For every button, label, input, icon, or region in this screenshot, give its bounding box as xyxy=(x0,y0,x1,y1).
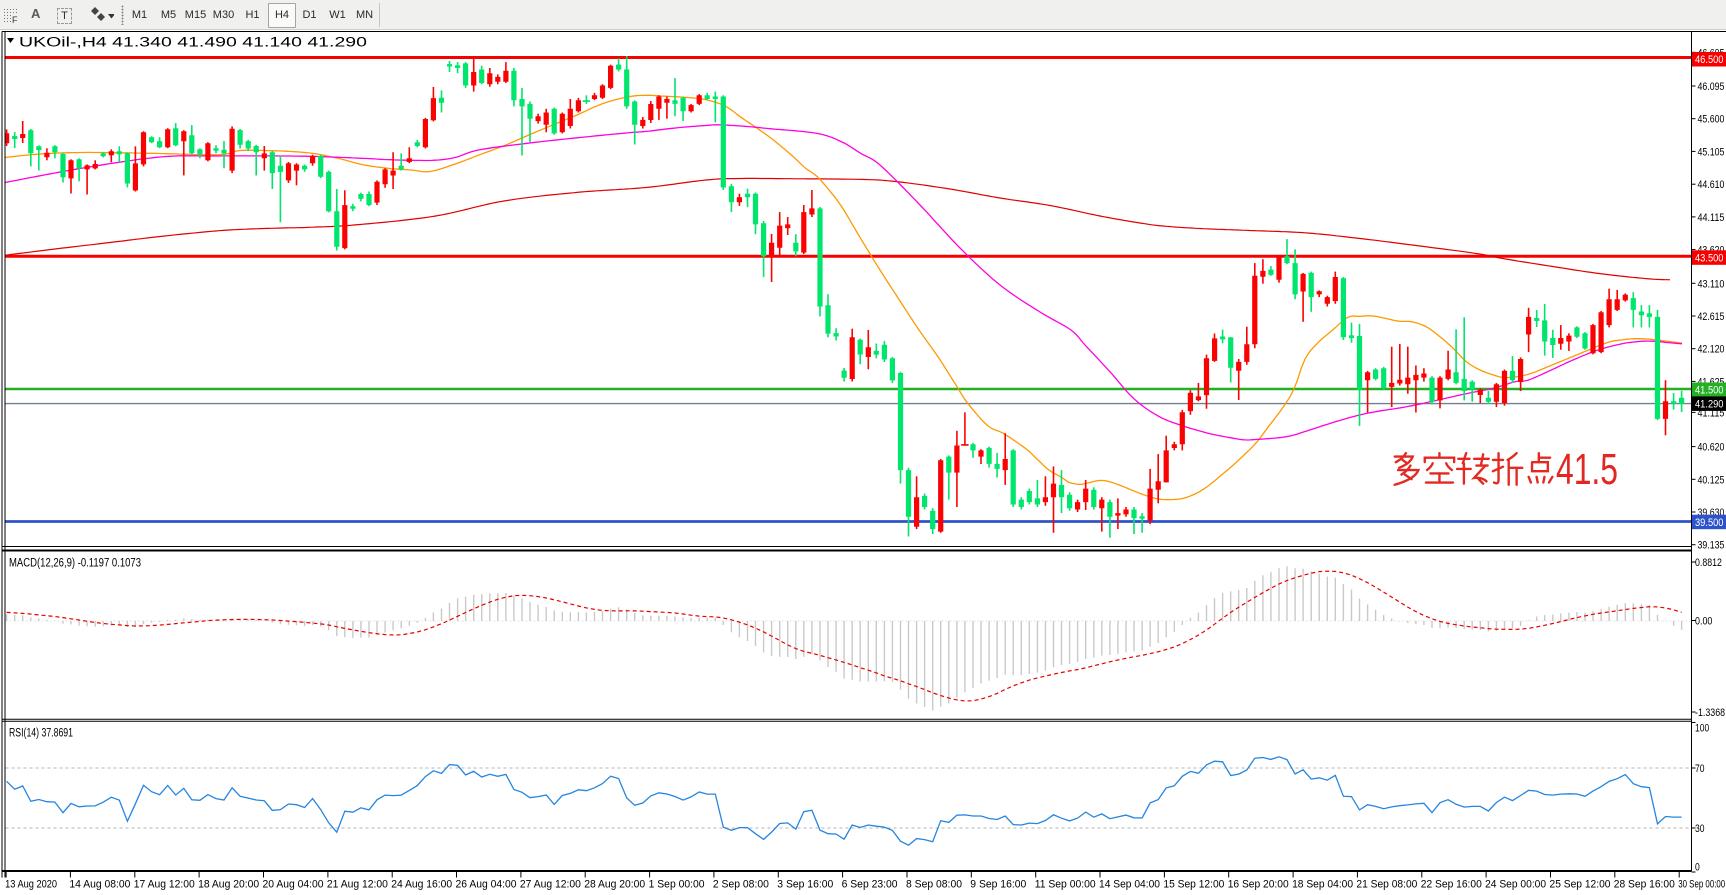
svg-text:14 Sep 04:00: 14 Sep 04:00 xyxy=(1099,879,1160,891)
svg-text:UKOil-,H4 41.340 41.490 41.14: UKOil-,H4 41.340 41.490 41.140 41.290 xyxy=(19,35,367,50)
svg-text:45.600: 45.600 xyxy=(1698,114,1725,126)
svg-text:16 Sep 20:00: 16 Sep 20:00 xyxy=(1228,879,1289,891)
svg-text:0.00: 0.00 xyxy=(1695,616,1712,628)
svg-text:42.120: 42.120 xyxy=(1698,344,1725,356)
svg-text:24 Sep 00:00: 24 Sep 00:00 xyxy=(1485,879,1546,891)
svg-text:25 Sep 12:00: 25 Sep 12:00 xyxy=(1550,879,1611,891)
svg-text:30 Sep 00:00: 30 Sep 00:00 xyxy=(1678,879,1725,891)
svg-text:9 Sep 16:00: 9 Sep 16:00 xyxy=(970,879,1026,891)
svg-text:MACD(12,26,9) -0.1197 0.1073: MACD(12,26,9) -0.1197 0.1073 xyxy=(9,558,141,570)
svg-text:13 Aug 2020: 13 Aug 2020 xyxy=(5,879,57,891)
svg-text:100: 100 xyxy=(1695,723,1709,735)
svg-text:21 Aug 12:00: 21 Aug 12:00 xyxy=(327,879,388,891)
svg-text:43.110: 43.110 xyxy=(1698,278,1725,290)
svg-text:45.105: 45.105 xyxy=(1698,146,1725,158)
svg-text:6 Sep 23:00: 6 Sep 23:00 xyxy=(842,879,898,891)
svg-text:0.8812: 0.8812 xyxy=(1695,557,1722,569)
svg-text:46.095: 46.095 xyxy=(1698,81,1725,93)
svg-text:22 Sep 16:00: 22 Sep 16:00 xyxy=(1421,879,1482,891)
svg-text:43.500: 43.500 xyxy=(1695,253,1724,265)
svg-text:14 Aug 08:00: 14 Aug 08:00 xyxy=(69,879,130,891)
svg-text:41.5: 41.5 xyxy=(1556,445,1618,494)
svg-text:39.135: 39.135 xyxy=(1698,540,1725,552)
svg-text:18 Sep 04:00: 18 Sep 04:00 xyxy=(1292,879,1353,891)
svg-text:28 Aug 20:00: 28 Aug 20:00 xyxy=(584,879,645,891)
svg-text:17 Aug 12:00: 17 Aug 12:00 xyxy=(134,879,195,891)
svg-text:0: 0 xyxy=(1695,862,1700,874)
svg-text:40.125: 40.125 xyxy=(1698,474,1725,486)
svg-text:18 Aug 20:00: 18 Aug 20:00 xyxy=(198,879,259,891)
svg-text:21 Sep 08:00: 21 Sep 08:00 xyxy=(1356,879,1417,891)
svg-text:41.500: 41.500 xyxy=(1695,385,1724,397)
svg-text:24 Aug 16:00: 24 Aug 16:00 xyxy=(391,879,452,891)
svg-text:1 Sep 00:00: 1 Sep 00:00 xyxy=(649,879,705,891)
svg-text:42.615: 42.615 xyxy=(1698,311,1725,323)
svg-text:26 Aug 04:00: 26 Aug 04:00 xyxy=(456,879,517,891)
svg-text:41.290: 41.290 xyxy=(1695,399,1724,411)
svg-text:20 Aug 04:00: 20 Aug 04:00 xyxy=(263,879,324,891)
svg-text:3 Sep 16:00: 3 Sep 16:00 xyxy=(777,879,833,891)
svg-text:70: 70 xyxy=(1695,763,1705,775)
svg-text:30: 30 xyxy=(1695,823,1705,835)
svg-text:44.115: 44.115 xyxy=(1698,212,1725,224)
svg-text:-1.3368: -1.3368 xyxy=(1695,707,1725,719)
svg-text:27 Aug 12:00: 27 Aug 12:00 xyxy=(520,879,581,891)
svg-text:2 Sep 08:00: 2 Sep 08:00 xyxy=(713,879,769,891)
svg-text:46.500: 46.500 xyxy=(1695,54,1724,66)
svg-text:15 Sep 12:00: 15 Sep 12:00 xyxy=(1163,879,1224,891)
svg-text:44.610: 44.610 xyxy=(1698,179,1725,191)
svg-text:RSI(14) 37.8691: RSI(14) 37.8691 xyxy=(9,728,73,740)
svg-text:28 Sep 16:00: 28 Sep 16:00 xyxy=(1614,879,1675,891)
svg-text:11 Sep 00:00: 11 Sep 00:00 xyxy=(1035,879,1096,891)
svg-text:40.620: 40.620 xyxy=(1698,442,1725,454)
svg-text:8 Sep 08:00: 8 Sep 08:00 xyxy=(906,879,962,891)
svg-text:39.500: 39.500 xyxy=(1695,517,1724,529)
